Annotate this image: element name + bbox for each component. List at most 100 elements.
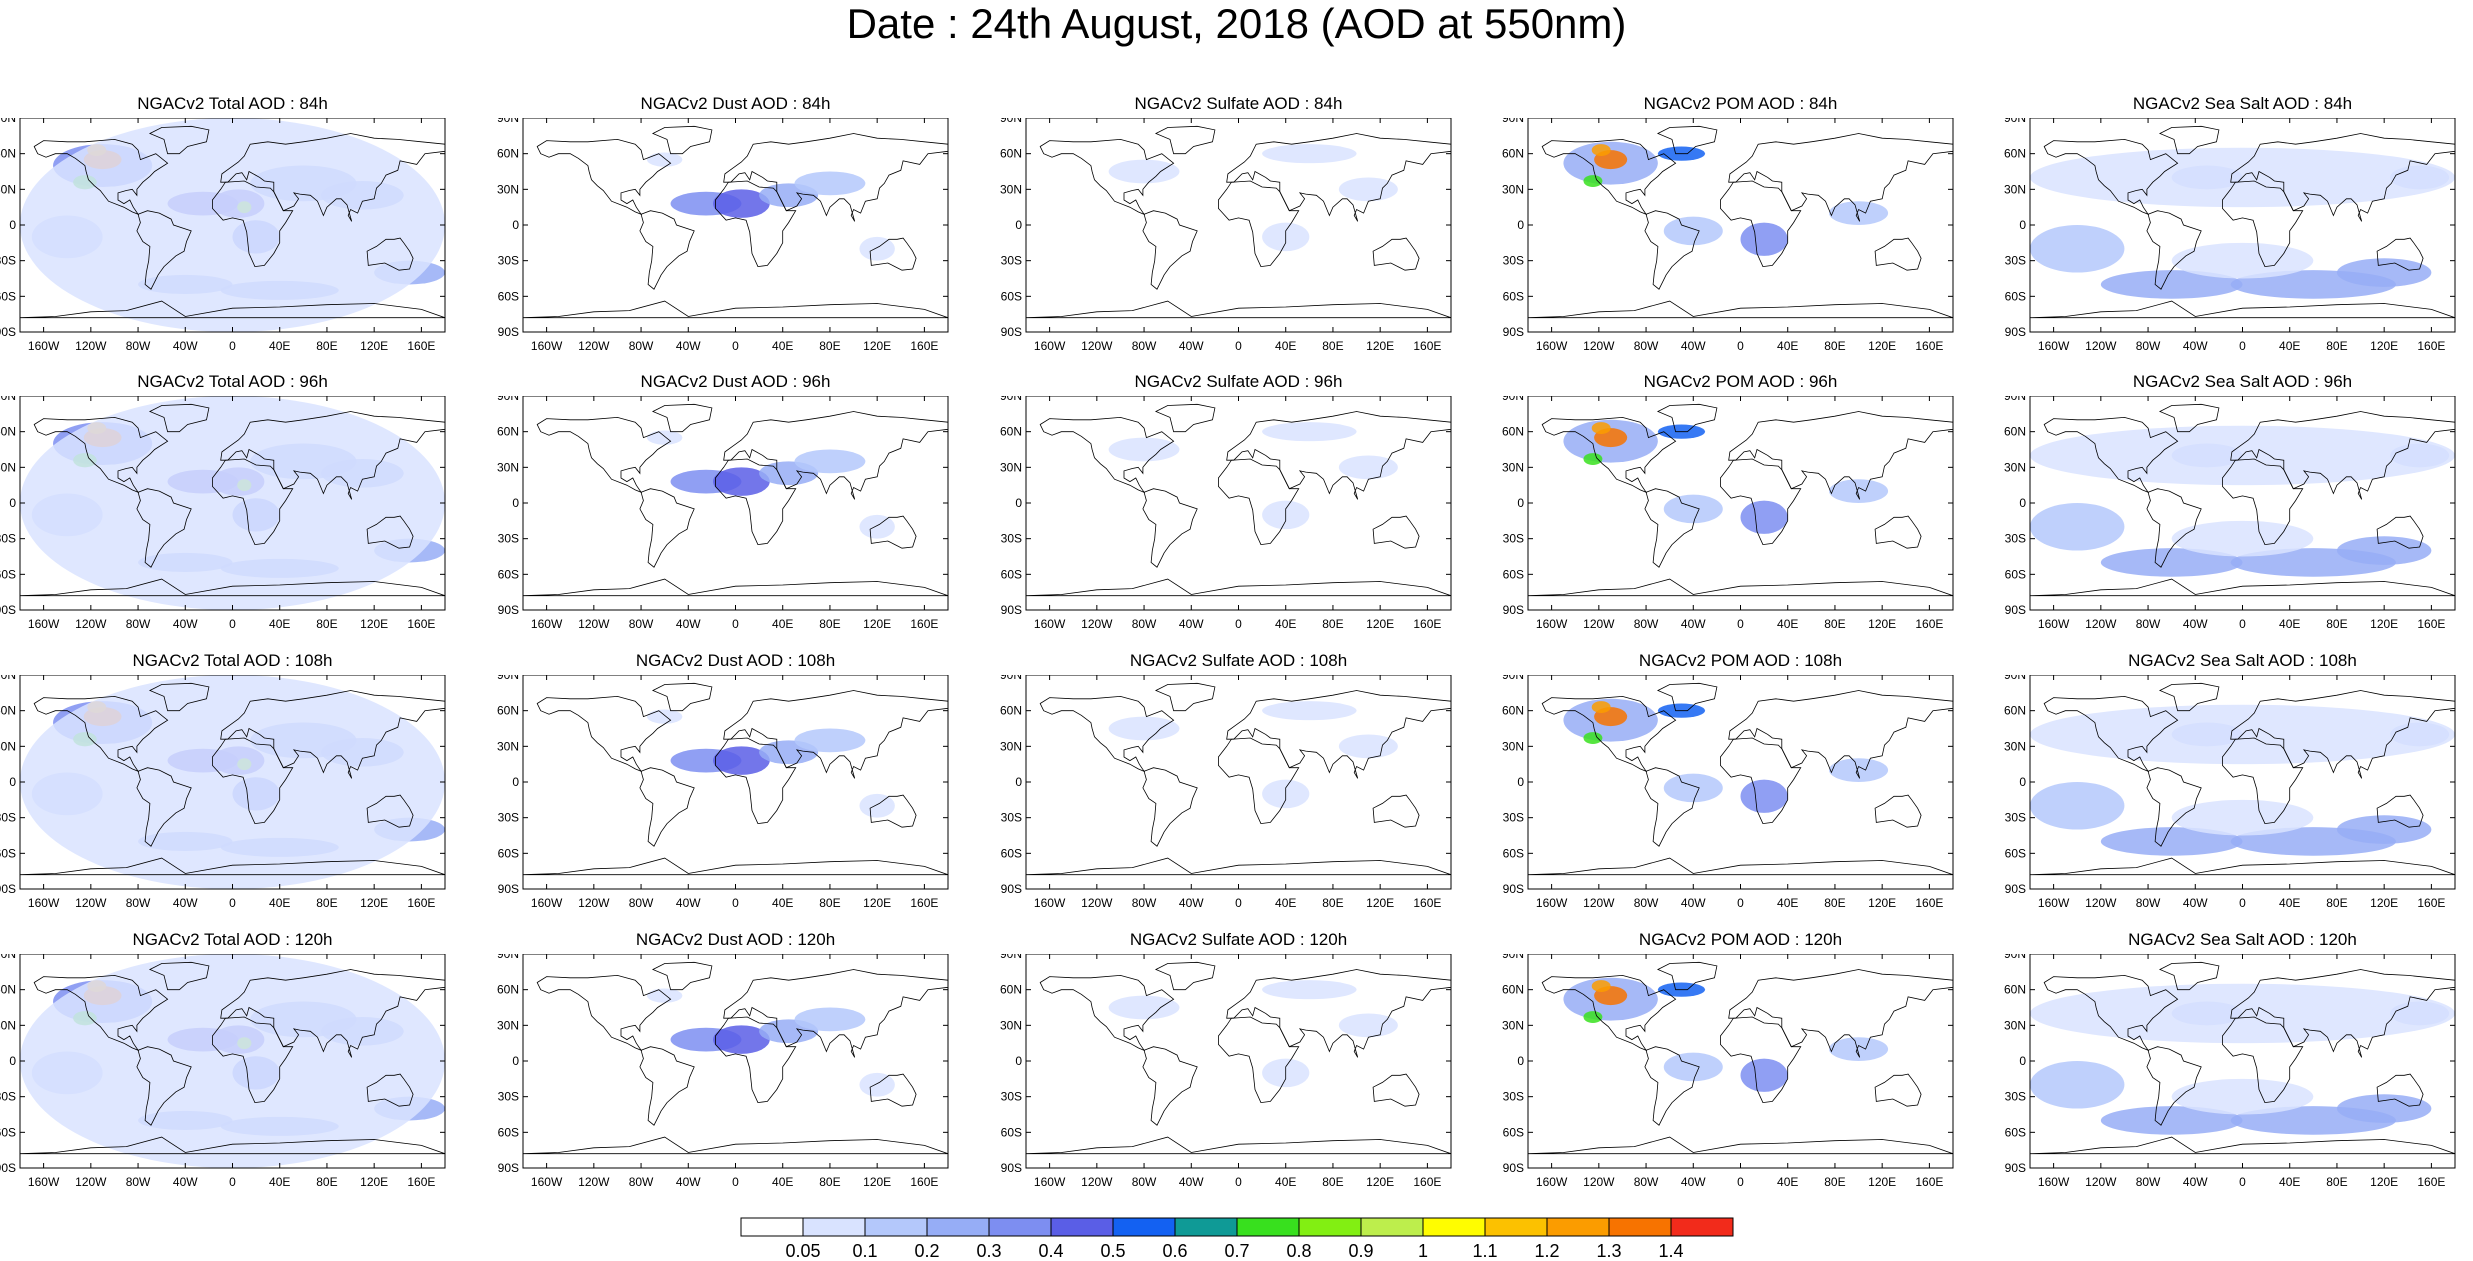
lat-label: 0: [9, 775, 16, 789]
lon-label: 0: [732, 339, 739, 353]
coastline-australia: [869, 237, 917, 271]
lon-label: 160E: [1915, 617, 1943, 631]
lon-label: 0: [732, 896, 739, 910]
coastline-south-america: [1644, 1046, 1700, 1126]
world-map: 90N 60N 30N 0 30S 60S 90S 160W 120W 80W 40W 0 40E 80E…: [0, 118, 446, 353]
aod-field: [1262, 144, 1357, 164]
panel-title: NGACv2 Sea Salt AOD : 96h: [2132, 372, 2353, 391]
aod-field: [1740, 1058, 1788, 1092]
coastline-eurasia: [2230, 969, 2455, 1058]
lon-label: 120E: [863, 896, 891, 910]
lat-label: 30N: [497, 460, 519, 474]
world-map: 90N 60N 30N 0 30S 60S 90S 160W 120W 80W 40W 0 40E 80E…: [1000, 675, 1452, 910]
coastline-south-america: [136, 1046, 192, 1126]
world-map: 90N 60N 30N 0 30S 60S 90S 160W 120W 80W 40W 0 40E 80E…: [1000, 396, 1452, 631]
aod-field: [2100, 1106, 2243, 1135]
lon-label: 120W: [2085, 1175, 2117, 1189]
aod-field: [2030, 1061, 2125, 1109]
lon-label: 160W: [2038, 1175, 2070, 1189]
coastline-antarctica: [523, 857, 948, 876]
coastline-australia: [2376, 237, 2424, 271]
coastline-eurasia: [220, 411, 445, 500]
aod-field: [1663, 494, 1723, 524]
panel-title: NGACv2 Dust AOD : 108h: [635, 651, 836, 670]
coastline-australia: [1874, 515, 1922, 549]
aod-field: [1829, 758, 1889, 782]
lat-label: 30S: [0, 1090, 16, 1104]
coastline-australia: [366, 794, 414, 828]
world-map: 90N 60N 30N 0 30S 60S 90S 160W 120W 80W 40W 0 40E 80E…: [2004, 954, 2456, 1189]
lat-label: 60S: [1503, 289, 1524, 303]
coastline-antarctica: [2030, 857, 2455, 876]
coastline-antarctica: [523, 1136, 948, 1155]
lon-label: 40E: [772, 896, 793, 910]
lat-label: 60S: [498, 567, 519, 581]
coastline-antarctica: [2030, 300, 2455, 319]
aod-field: [2030, 782, 2125, 830]
coastline-australia: [366, 1073, 414, 1107]
map-background: [523, 675, 948, 889]
lon-label: 0: [1737, 896, 1744, 910]
lat-label: 30S: [1001, 811, 1022, 825]
lon-label: 80W: [1132, 339, 1157, 353]
lon-label: 120W: [75, 1175, 107, 1189]
aod-field: [1583, 453, 1603, 465]
lon-label: 80E: [1824, 1175, 1845, 1189]
lat-label: 90S: [2005, 882, 2026, 896]
colorbar-label: 1.3: [1596, 1241, 1621, 1261]
lon-label: 0: [1235, 617, 1242, 631]
lon-label: 120W: [578, 617, 610, 631]
coastline-africa: [1217, 1016, 1300, 1104]
aod-field: [1338, 177, 1398, 202]
lat-label: 90N: [2004, 396, 2026, 403]
lat-label: 90S: [1503, 1161, 1524, 1175]
lon-label: 160E: [1413, 339, 1441, 353]
panel-title: NGACv2 Sea Salt AOD : 120h: [2128, 930, 2357, 949]
map-panel: NGACv2 Dust AOD : 96h 90N 60N 30N 0 30S 60S 90S…: [497, 372, 949, 647]
coastline-eurasia: [723, 411, 948, 500]
lon-label: 160W: [28, 1175, 60, 1189]
map-panel: NGACv2 Sulfate AOD : 120h 90N 60N 30N 0 30S 60…: [1000, 930, 1452, 1205]
coastline-eurasia: [1226, 411, 1451, 500]
coastline-eurasia: [220, 133, 445, 222]
colorbar-swatch: [1298, 1217, 1362, 1237]
lat-label: 0: [1517, 496, 1524, 510]
lon-label: 40W: [1681, 339, 1706, 353]
aod-field: [859, 236, 895, 261]
lon-label: 0: [2239, 617, 2246, 631]
lon-label: 120W: [1583, 1175, 1615, 1189]
colorbar-swatch: [864, 1217, 928, 1237]
coastline-eurasia: [1226, 969, 1451, 1058]
colorbar-label: 0.6: [1162, 1241, 1187, 1261]
coastline-greenland: [1154, 961, 1216, 991]
lon-label: 0: [229, 339, 236, 353]
lat-label: 0: [9, 496, 16, 510]
world-map: 90N 60N 30N 0 30S 60S 90S 160W 120W 80W 40W 0 40E 80E…: [0, 675, 446, 910]
lon-label: 40E: [772, 1175, 793, 1189]
lon-label: 40E: [269, 1175, 290, 1189]
lat-label: 0: [2019, 1054, 2026, 1068]
lat-label: 60N: [2004, 704, 2026, 718]
lon-label: 40W: [2183, 617, 2208, 631]
coastline-south-america: [2146, 210, 2202, 290]
lat-label: 30S: [0, 532, 16, 546]
coastline-eurasia: [723, 690, 948, 779]
aod-field: [2336, 815, 2432, 844]
lon-label: 0: [1235, 339, 1242, 353]
coastline-south-america: [639, 767, 695, 847]
aod-field: [1740, 222, 1788, 256]
coastline-north-america: [1039, 416, 1175, 494]
lat-label: 90N: [497, 954, 519, 961]
coastline-north-america: [536, 974, 672, 1052]
lon-label: 120E: [2370, 1175, 2398, 1189]
colorbar-swatch: [1546, 1217, 1610, 1237]
lon-label: 160W: [28, 617, 60, 631]
coastline-africa: [714, 180, 797, 268]
panel-title: NGACv2 Sea Salt AOD : 108h: [2128, 651, 2357, 670]
coastline-greenland: [2158, 961, 2220, 991]
lon-label: 80E: [2326, 339, 2347, 353]
coastline-africa: [714, 458, 797, 546]
lat-label: 90N: [2004, 675, 2026, 682]
lon-label: 120E: [1868, 617, 1896, 631]
lat-label: 30S: [1503, 254, 1524, 268]
